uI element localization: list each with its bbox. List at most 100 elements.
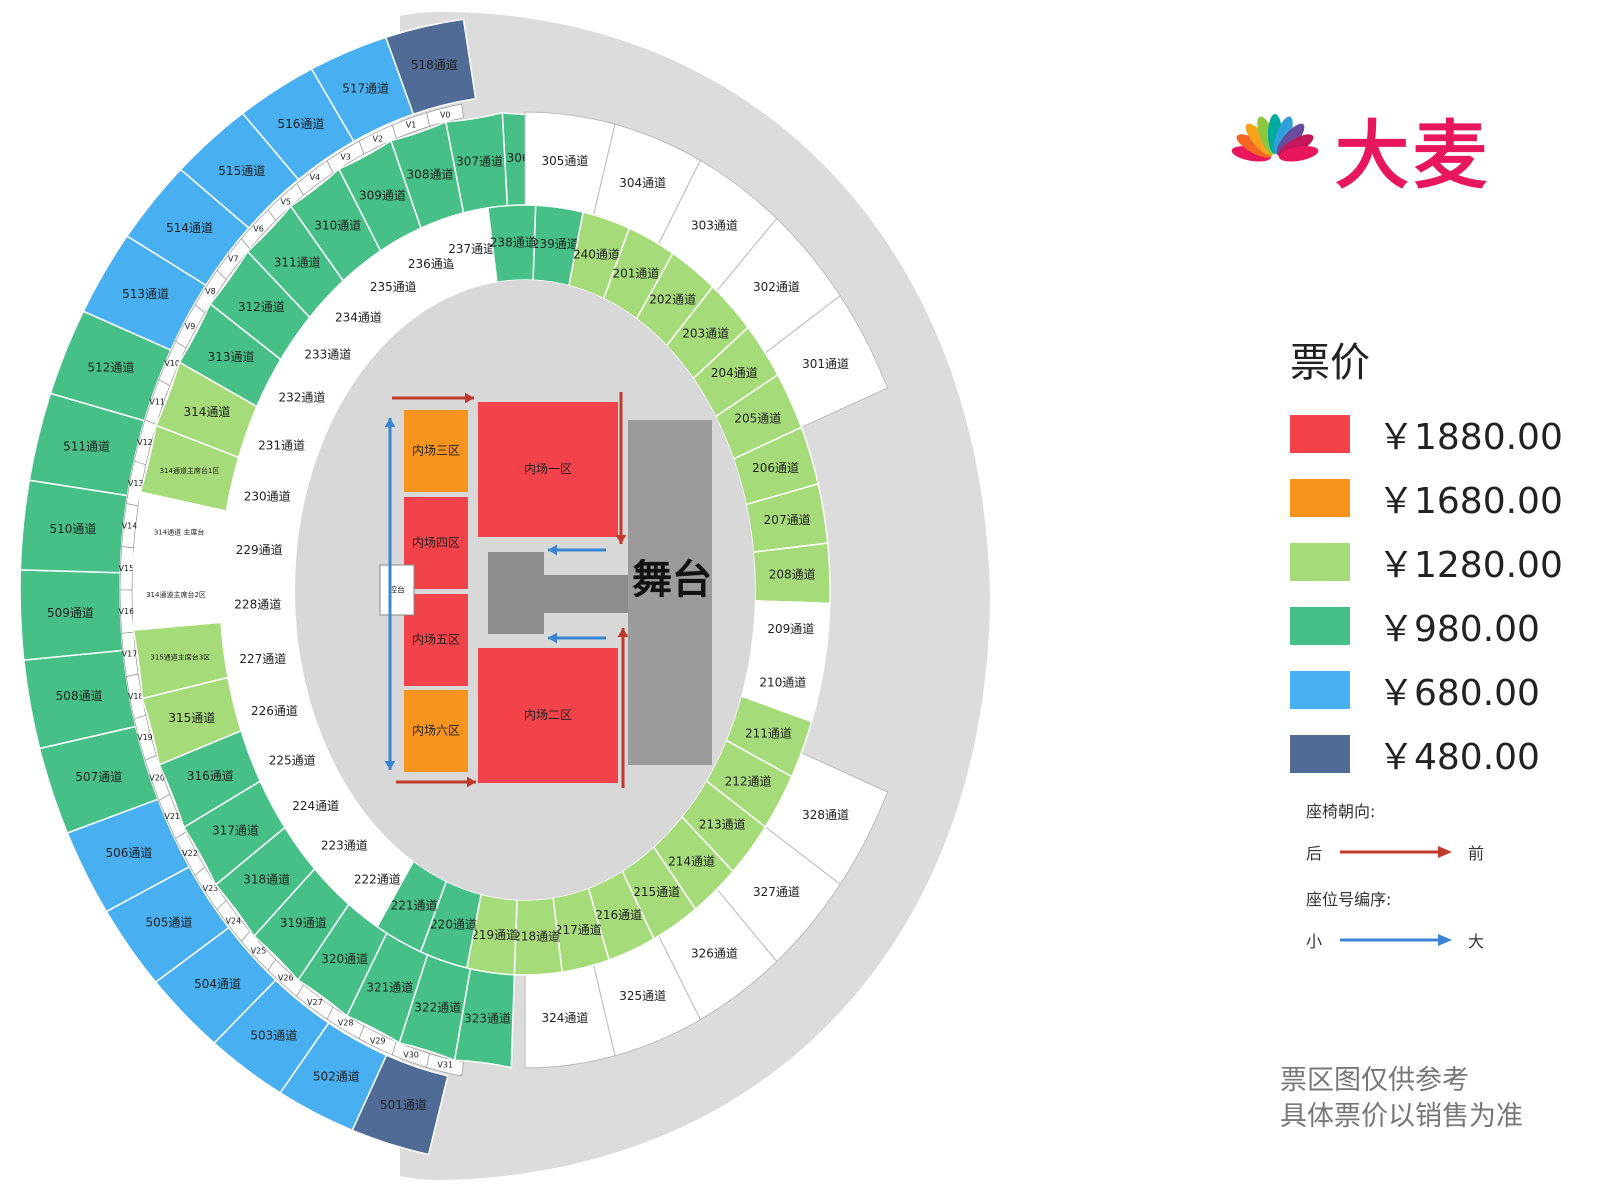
floor-zone-label: 内场三区	[412, 444, 460, 458]
section-label: 226通道	[251, 704, 298, 718]
seat-direction-label: 座椅朝向:	[1306, 802, 1376, 821]
section-label: 236通道	[408, 257, 455, 271]
section-label: 229通道	[236, 543, 283, 557]
vip-box[interactable]	[358, 1025, 397, 1056]
mixer-booth	[379, 564, 415, 616]
logo-petal	[1273, 116, 1293, 155]
vip-box[interactable]	[121, 503, 139, 549]
logo-petal	[1278, 146, 1319, 162]
section-label: 518通道	[411, 58, 458, 72]
section-label: 239通道	[532, 237, 579, 251]
vip-label: V9	[185, 322, 196, 331]
vip-box[interactable]	[144, 755, 171, 801]
numbering-arrow-icon	[1340, 934, 1453, 946]
section-label: 324通道	[541, 1011, 588, 1025]
section-label: 305通道	[541, 154, 588, 168]
section-label: 301通道	[802, 357, 849, 371]
floor-zone[interactable]	[404, 690, 468, 772]
vip-label: V26	[278, 974, 294, 983]
vip-label: V13	[128, 479, 144, 488]
price-legend: 票价 ￥1880.00 ￥1680.00 ￥1280.00 ￥980.00 ￥680.0…	[1290, 330, 1570, 974]
vip-box[interactable]	[194, 270, 227, 314]
section-label: 230通道	[244, 490, 291, 504]
seat-section[interactable]	[384, 18, 477, 116]
vip-box[interactable]	[125, 673, 147, 720]
vip-box[interactable]	[119, 546, 134, 591]
vip-label: V7	[228, 255, 239, 264]
vip-box[interactable]	[216, 899, 251, 942]
floor-zone[interactable]	[404, 594, 468, 686]
section-label: 326通道	[691, 946, 738, 960]
section-label: 204通道	[711, 366, 758, 380]
floor-zone[interactable]	[404, 497, 468, 589]
section-label: 516通道	[277, 117, 324, 131]
vip-box[interactable]	[426, 103, 464, 127]
flower-logo-icon	[1231, 114, 1319, 162]
legend-row: ￥1680.00	[1290, 478, 1570, 522]
price-label: ￥980.00	[1378, 609, 1540, 650]
vip-box[interactable]	[125, 460, 147, 507]
vip-label: V14	[122, 521, 138, 530]
vip-label: V17	[122, 650, 138, 659]
vip-box[interactable]	[133, 714, 157, 761]
vip-box[interactable]	[241, 209, 277, 250]
section-label: 304通道	[619, 176, 666, 190]
section-label: 511通道	[63, 440, 110, 454]
price-label: ￥480.00	[1378, 737, 1540, 778]
section-label: 209通道	[767, 622, 814, 636]
vip-box[interactable]	[391, 112, 430, 139]
vip-label: V1	[406, 121, 417, 130]
section-label: 235通道	[370, 280, 417, 294]
vip-label: V3	[340, 152, 351, 161]
section-label: 320通道	[321, 952, 368, 966]
direction-arrow-head	[615, 535, 627, 544]
section-label: 318通道	[243, 873, 290, 887]
vip-box[interactable]	[296, 984, 334, 1020]
section-label: 315通道主席台3区	[150, 652, 210, 661]
floor-zone[interactable]	[478, 648, 618, 783]
section-label: 228通道	[234, 598, 281, 612]
vip-box[interactable]	[426, 1053, 464, 1077]
vip-box[interactable]	[158, 340, 187, 387]
section-label: 302通道	[753, 280, 800, 294]
legend-title: 票价	[1290, 340, 1370, 386]
vip-box[interactable]	[358, 124, 397, 155]
vip-label: V22	[182, 849, 198, 858]
vip-box[interactable]	[175, 304, 206, 349]
section-label: 514通道	[166, 221, 213, 235]
floor-zone-label: 内场二区	[524, 708, 572, 722]
price-swatch	[1290, 543, 1350, 581]
section-label: 205通道	[734, 411, 781, 425]
runway-block	[488, 552, 544, 634]
vip-box[interactable]	[326, 1006, 365, 1040]
floor-zone-label: 内场四区	[412, 536, 460, 550]
damai-logo: 大麦	[1225, 90, 1525, 199]
section-label: 224通道	[292, 799, 339, 813]
section-label: 316通道	[187, 769, 234, 783]
section-label: 238通道	[490, 235, 537, 249]
section-label: 517通道	[342, 81, 389, 95]
vip-box[interactable]	[296, 160, 334, 196]
section-label: 328通道	[802, 808, 849, 822]
vip-box[interactable]	[267, 183, 304, 221]
price-swatch	[1290, 607, 1350, 645]
seat-small-label: 小	[1306, 932, 1323, 951]
section-label: 513通道	[122, 287, 169, 301]
vip-label: V11	[149, 398, 165, 407]
floor-zone[interactable]	[404, 410, 468, 492]
vip-box[interactable]	[241, 930, 277, 971]
section-label: 206通道	[752, 461, 799, 475]
section-label: 515通道	[218, 164, 265, 178]
vip-box[interactable]	[194, 866, 227, 910]
price-label: ￥1880.00	[1378, 417, 1563, 458]
vip-label: V10	[164, 359, 180, 368]
section-label: 315通道	[168, 711, 215, 725]
floor-zone[interactable]	[478, 402, 618, 537]
section-label: 231通道	[258, 438, 305, 452]
section-label: 512通道	[88, 361, 135, 375]
section-label: 310通道	[314, 218, 361, 232]
price-label: ￥1680.00	[1378, 481, 1563, 522]
direction-arrow-head	[467, 776, 476, 788]
numbering-arrow-head	[548, 632, 557, 644]
seat-map: 501通道 502通道 503通道 504通道 505通道 506通道 507通道 508通道…	[19, 12, 990, 1180]
